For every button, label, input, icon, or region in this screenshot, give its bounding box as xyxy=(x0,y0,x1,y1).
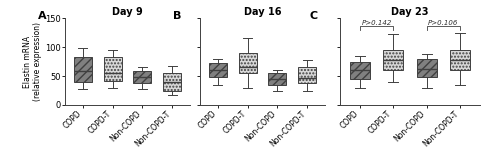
PathPatch shape xyxy=(416,59,436,77)
Text: P>0.142: P>0.142 xyxy=(362,20,392,26)
PathPatch shape xyxy=(384,50,404,70)
Text: P>0.106: P>0.106 xyxy=(428,20,458,26)
PathPatch shape xyxy=(163,73,181,90)
PathPatch shape xyxy=(209,63,227,77)
PathPatch shape xyxy=(350,61,370,79)
PathPatch shape xyxy=(134,71,152,83)
PathPatch shape xyxy=(450,50,470,70)
PathPatch shape xyxy=(268,73,286,85)
PathPatch shape xyxy=(104,57,122,81)
Text: B: B xyxy=(172,11,181,21)
Y-axis label: Elastin mRNA
(relative expression): Elastin mRNA (relative expression) xyxy=(23,22,42,101)
Title: Day 23: Day 23 xyxy=(391,7,429,17)
Title: Day 9: Day 9 xyxy=(112,7,143,17)
Text: A: A xyxy=(38,11,46,21)
PathPatch shape xyxy=(238,53,256,73)
Title: Day 16: Day 16 xyxy=(244,7,281,17)
PathPatch shape xyxy=(74,57,92,82)
PathPatch shape xyxy=(298,67,316,83)
Text: C: C xyxy=(309,11,318,21)
